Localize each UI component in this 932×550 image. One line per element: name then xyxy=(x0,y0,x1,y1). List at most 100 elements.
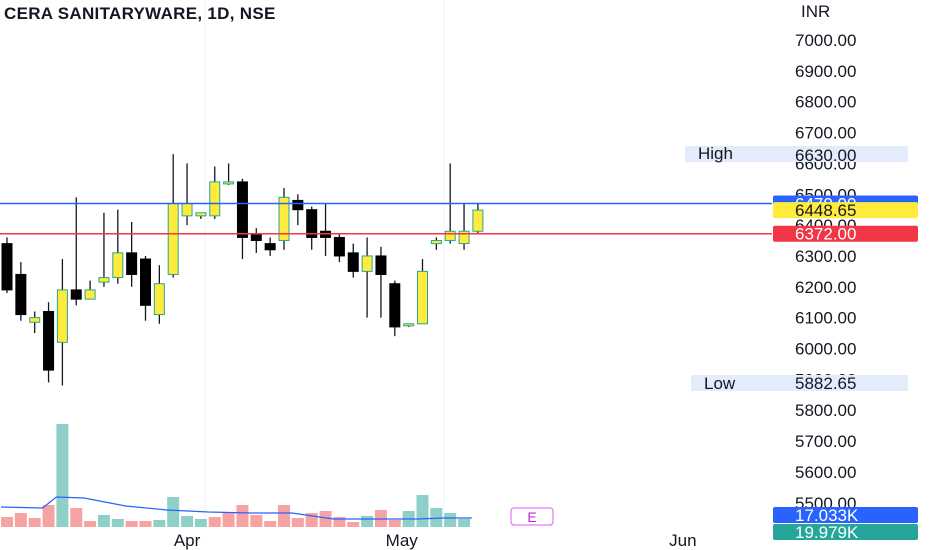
candle xyxy=(250,228,262,253)
candle xyxy=(167,154,179,278)
svg-text:6372.00: 6372.00 xyxy=(795,225,856,244)
candle-body xyxy=(306,209,318,238)
candle xyxy=(126,222,138,287)
price-tick-label: 6100.00 xyxy=(795,309,856,328)
price-tick-label: 7000.00 xyxy=(795,31,856,50)
candle xyxy=(209,166,221,219)
candle xyxy=(347,243,359,278)
candle xyxy=(417,259,428,325)
chart-title: CERA SANITARYWARE, 1D, NSE xyxy=(4,4,276,23)
candle-body xyxy=(236,181,248,238)
volume-bar xyxy=(28,518,41,527)
candle-body xyxy=(361,255,373,272)
candle-body xyxy=(264,243,276,251)
volume-bar xyxy=(319,511,332,527)
volume-bar xyxy=(14,513,27,527)
price-tick-label: 6300.00 xyxy=(795,247,856,266)
candle-body xyxy=(209,181,221,217)
candle xyxy=(181,163,193,226)
volume-ma-line xyxy=(0,496,472,520)
candle-body xyxy=(472,209,484,232)
candle-layer xyxy=(1,154,484,386)
volume-bar xyxy=(97,515,110,527)
candle-body xyxy=(43,310,55,371)
candle xyxy=(153,265,165,324)
volume-bar xyxy=(264,521,277,527)
volume-bar xyxy=(153,520,166,527)
hline-layer[interactable] xyxy=(0,202,772,235)
volume-bar xyxy=(139,521,152,527)
volume-ma-tag: 17.033K xyxy=(773,506,918,525)
candle xyxy=(195,212,207,219)
volume-bar xyxy=(42,505,55,527)
candle-body xyxy=(112,252,124,279)
high-value: 6630.00 xyxy=(795,146,856,165)
candle xyxy=(56,259,68,386)
price-tick-label: 6000.00 xyxy=(795,340,856,359)
time-axis[interactable]: Apr May Jun xyxy=(174,531,697,550)
volume-bar xyxy=(167,497,180,527)
candle-body xyxy=(167,203,179,275)
candle xyxy=(306,206,318,250)
volume-bar xyxy=(347,522,360,527)
candle-body xyxy=(403,323,415,327)
candle-body xyxy=(153,283,165,316)
candle-body xyxy=(126,252,138,275)
volume-bar xyxy=(84,521,97,527)
candle xyxy=(15,262,27,321)
low-marker: Low 5882.65 xyxy=(691,374,908,393)
volume-bar xyxy=(278,505,290,527)
candle-body xyxy=(181,203,193,217)
candle xyxy=(320,203,332,256)
candle-body xyxy=(389,283,401,328)
candle-body xyxy=(278,196,290,242)
candle-body xyxy=(84,289,96,300)
candle xyxy=(292,194,304,226)
candle xyxy=(1,237,13,293)
candle-body xyxy=(98,277,110,283)
red-level-tag: 6372.00 xyxy=(773,225,918,244)
price-tick-label: 6200.00 xyxy=(795,278,856,297)
price-tick-label: 6700.00 xyxy=(795,124,856,143)
candle xyxy=(84,280,96,300)
volume-bar xyxy=(56,424,69,527)
time-tick-label: Apr xyxy=(174,531,201,550)
earnings-badge[interactable]: E xyxy=(510,507,554,526)
candle-body xyxy=(292,199,304,211)
volume-layer xyxy=(0,424,472,527)
candle-body xyxy=(458,230,470,245)
candle-body xyxy=(223,181,235,185)
candle xyxy=(140,255,151,321)
low-label: Low xyxy=(704,374,736,393)
candle xyxy=(29,311,41,334)
price-tick-label: 5600.00 xyxy=(795,463,856,482)
volume-bar xyxy=(222,513,235,527)
candle-body xyxy=(333,236,345,257)
svg-text:19.979K: 19.979K xyxy=(795,523,859,542)
price-tick-label: 6800.00 xyxy=(795,93,856,112)
volume-bar xyxy=(333,517,346,527)
candle-body xyxy=(1,243,13,291)
volume-tag: 19.979K xyxy=(773,523,918,542)
current-price-tag: 6448.65 xyxy=(773,201,918,220)
candle xyxy=(472,203,484,235)
candle xyxy=(98,212,110,287)
candle xyxy=(458,203,470,250)
volume-bar xyxy=(1,517,13,527)
volume-bar xyxy=(361,516,374,527)
candle-body xyxy=(444,230,456,242)
candle-body xyxy=(250,233,262,242)
volume-bar xyxy=(125,521,138,527)
volume-bar xyxy=(111,519,124,527)
candle-body xyxy=(70,289,82,300)
candle-body xyxy=(15,273,27,316)
volume-bar xyxy=(194,519,207,527)
earnings-badge-label: E xyxy=(527,509,536,525)
candle-body xyxy=(140,258,151,306)
volume-bar xyxy=(250,515,263,527)
candle xyxy=(236,178,248,260)
price-axis[interactable]: 7000.006900.006800.006700.006600.006500.… xyxy=(795,31,856,513)
volume-bar xyxy=(430,508,443,527)
volume-bar xyxy=(458,519,471,527)
